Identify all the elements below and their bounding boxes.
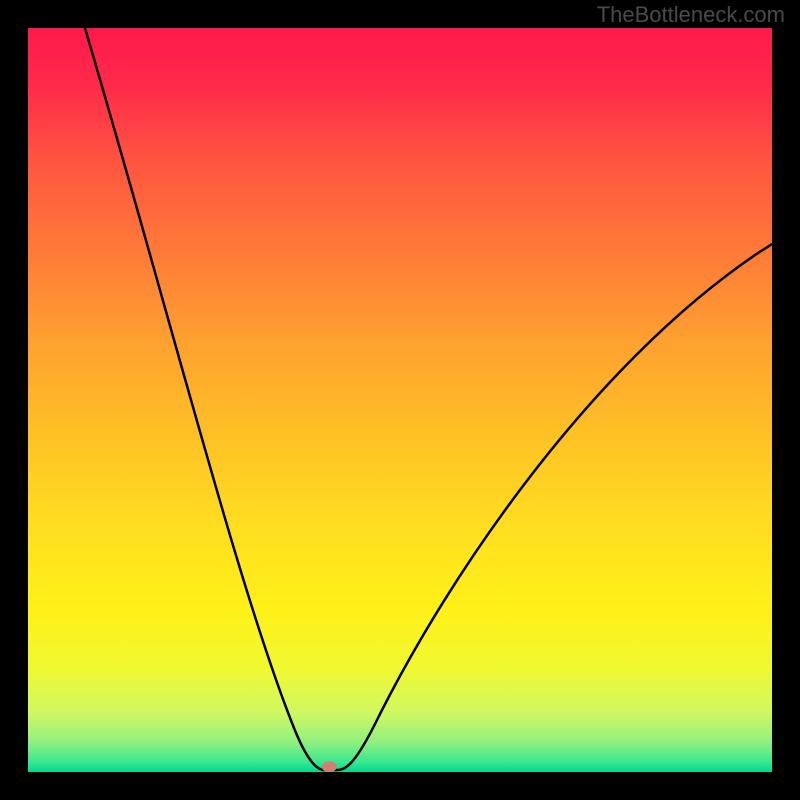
plot-area bbox=[28, 28, 772, 772]
optimal-point-marker bbox=[322, 761, 337, 772]
bottleneck-curve bbox=[28, 28, 772, 772]
chart-container: TheBottleneck.com bbox=[0, 0, 800, 800]
watermark-label: TheBottleneck.com bbox=[597, 2, 785, 28]
